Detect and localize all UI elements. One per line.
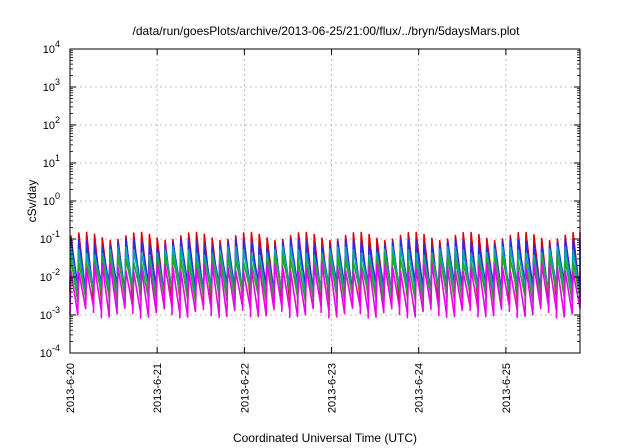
y-tick-label: 10-2 <box>40 267 60 284</box>
y-tick-label: 10-3 <box>40 305 60 322</box>
y-tick-label: 10-4 <box>40 343 60 360</box>
series-line <box>69 262 581 319</box>
chart-title: /data/run/goesPlots/archive/2013-06-25/2… <box>133 24 521 38</box>
y-tick-label: 101 <box>43 153 60 170</box>
y-tick-label: 102 <box>43 115 60 132</box>
x-tick-label: 2013-6-23 <box>327 363 339 413</box>
y-tick-label: 103 <box>43 77 60 94</box>
x-tick-label: 2013-6-22 <box>239 363 251 413</box>
y-tick-label: 10-1 <box>40 229 60 246</box>
y-axis-title: cSv/day <box>25 180 39 223</box>
y-tick-label: 100 <box>43 191 60 208</box>
x-axis-title: Coordinated Universal Time (UTC) <box>233 431 417 445</box>
axis-ticks: 10-4 10-3 10-2 10-1 100 101 102 103 104 2013-6-20… <box>40 39 580 413</box>
x-tick-label: 2013-6-25 <box>501 363 513 413</box>
x-tick-label: 2013-6-20 <box>65 363 77 413</box>
x-tick-label: 2013-6-21 <box>152 363 164 413</box>
y-tick-label: 104 <box>43 39 60 56</box>
series-group <box>69 231 581 319</box>
x-tick-label: 2013-6-24 <box>414 363 426 413</box>
